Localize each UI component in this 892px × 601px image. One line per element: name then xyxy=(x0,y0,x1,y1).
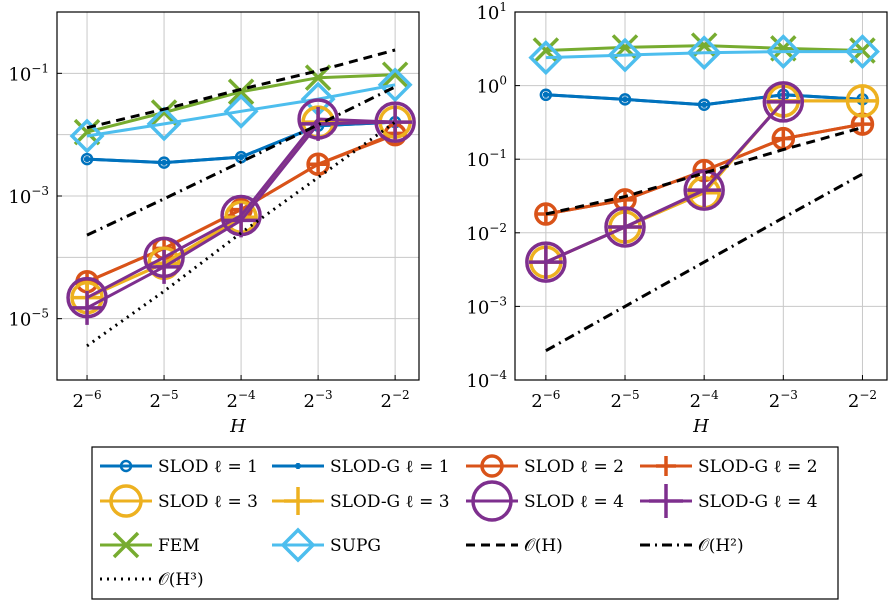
legend-label-slodg1: SLOD-G ℓ = 1 xyxy=(330,457,450,477)
data-point-supg xyxy=(765,34,801,70)
data-point-supg xyxy=(607,37,643,73)
legend-label-supg: SUPG xyxy=(330,536,381,556)
series-line-oh3 xyxy=(86,120,396,348)
x-tick-label: 2−5 xyxy=(149,388,178,412)
legend-label-oh2: 𝒪(H²) xyxy=(698,536,744,556)
data-point-fem xyxy=(150,99,178,126)
y-tick-label: 100 xyxy=(476,74,507,98)
data-point-slodg1 xyxy=(84,156,91,163)
series-line-oh xyxy=(86,48,396,130)
legend-marker-supg xyxy=(280,527,316,563)
data-point-slod4 xyxy=(525,241,567,283)
data-point-slodg1 xyxy=(161,159,168,166)
legend-frame xyxy=(91,446,839,600)
legend-label-slodg2: SLOD-G ℓ = 2 xyxy=(698,457,818,477)
x-tick-label: 2−4 xyxy=(690,388,720,412)
series-line-oh2 xyxy=(545,172,864,353)
x-tick-label: 2−6 xyxy=(531,388,560,412)
data-point-slod4 xyxy=(604,206,646,248)
y-tick-label: 101 xyxy=(476,0,507,24)
data-point-slodg4 xyxy=(147,249,182,284)
legend-marker-slodg4 xyxy=(649,484,683,518)
data-point-slodg1 xyxy=(622,96,629,103)
data-point-supg xyxy=(377,67,413,103)
x-tick-label: 2−2 xyxy=(381,388,410,412)
data-point-slodg4 xyxy=(378,105,413,140)
data-point-supg xyxy=(844,34,880,70)
series-line-oh xyxy=(545,126,863,216)
data-point-slodg3 xyxy=(848,86,877,115)
data-point-fem xyxy=(73,118,101,146)
data-point-supg xyxy=(69,118,105,154)
legend-marker-slod4 xyxy=(471,480,513,522)
data-point-slodg2 xyxy=(773,128,794,149)
data-point-slodg1 xyxy=(542,91,549,98)
series-line-oh2 xyxy=(86,85,396,237)
y-tick-label: 10−3 xyxy=(466,294,507,318)
legend-box: SLOD ℓ = 1 SLOD-G ℓ = 1 SLOD ℓ = 2 SLOD-G ℓ… xyxy=(91,446,839,600)
data-point-slodg4 xyxy=(70,290,105,325)
plot-area xyxy=(66,48,416,348)
legend-label-slod1: SLOD ℓ = 1 xyxy=(158,457,258,477)
data-point-slodg4 xyxy=(608,209,643,244)
x-axis-label: H xyxy=(229,416,246,437)
legend-label-slod2: SLOD ℓ = 2 xyxy=(524,457,624,477)
data-point-slod4 xyxy=(762,81,805,123)
legend-marker-slodg3 xyxy=(284,487,312,515)
legend-label-fem: FEM xyxy=(158,536,200,556)
y-tick-label: 10−5 xyxy=(8,307,49,331)
data-point-slod4 xyxy=(683,169,725,211)
legend-label-oh: 𝒪(H) xyxy=(524,536,563,556)
data-point-supg xyxy=(686,35,722,71)
legend-marker-slod1 xyxy=(119,459,133,473)
y-tick-label: 10−1 xyxy=(8,61,49,85)
x-tick-label: 2−3 xyxy=(304,388,333,412)
data-point-supg xyxy=(528,40,564,76)
series-line-slodg4 xyxy=(545,100,785,264)
x-axis-label: H xyxy=(692,416,709,437)
legend-label-slod4: SLOD ℓ = 4 xyxy=(524,492,624,512)
x-tick-label: 2−4 xyxy=(227,388,257,412)
x-tick-label: 2−5 xyxy=(610,388,639,412)
x-tick-label: 2−2 xyxy=(848,388,877,412)
x-tick-label: 2−3 xyxy=(769,388,798,412)
plot-area xyxy=(525,32,880,353)
data-point-supg xyxy=(146,106,182,142)
y-tick-label: 10−1 xyxy=(466,147,507,171)
series-line-supg xyxy=(86,83,396,138)
data-point-slodg1 xyxy=(238,154,245,161)
legend-marker-slodg1 xyxy=(295,463,301,469)
x-tick-label: 2−6 xyxy=(72,388,101,412)
legend-marker-fem xyxy=(112,531,140,559)
legend-marker-slodg2 xyxy=(656,456,676,476)
series-line-supg xyxy=(545,50,863,60)
left-chart-panel: 2−6 2−5 2−4 2−3 2−2 10−1 10−3 10−5 H xyxy=(8,11,420,437)
series-line-slod4 xyxy=(545,100,785,264)
data-point-slodg4 xyxy=(766,84,801,119)
data-point-slodg1 xyxy=(701,101,708,108)
axes-frame xyxy=(514,11,888,381)
legend-marker-slod2 xyxy=(480,454,504,478)
data-point-fem xyxy=(227,78,255,106)
right-chart-panel: 2−6 2−5 2−4 2−3 2−2 101 100 10−1 10−2 10−3 10−4 H xyxy=(466,0,888,437)
data-point-slodg4 xyxy=(528,245,563,280)
y-tick-label: 10−2 xyxy=(466,221,507,245)
legend-label-slod3: SLOD ℓ = 3 xyxy=(158,492,258,512)
data-point-slodg4 xyxy=(224,203,259,238)
legend-label-slodg3: SLOD-G ℓ = 3 xyxy=(330,492,450,512)
data-point-slodg4 xyxy=(301,106,336,141)
legend-label-slodg4: SLOD-G ℓ = 4 xyxy=(698,492,818,512)
data-point-slodg4 xyxy=(687,173,722,208)
data-point-fem xyxy=(381,61,409,88)
data-point-slodg2 xyxy=(308,154,329,175)
legend-marker-slod3 xyxy=(109,484,143,518)
data-point-supg xyxy=(223,93,259,129)
legend-label-oh3: 𝒪(H³) xyxy=(158,570,204,590)
y-tick-label: 10−4 xyxy=(466,368,507,392)
y-tick-label: 10−3 xyxy=(8,184,49,208)
